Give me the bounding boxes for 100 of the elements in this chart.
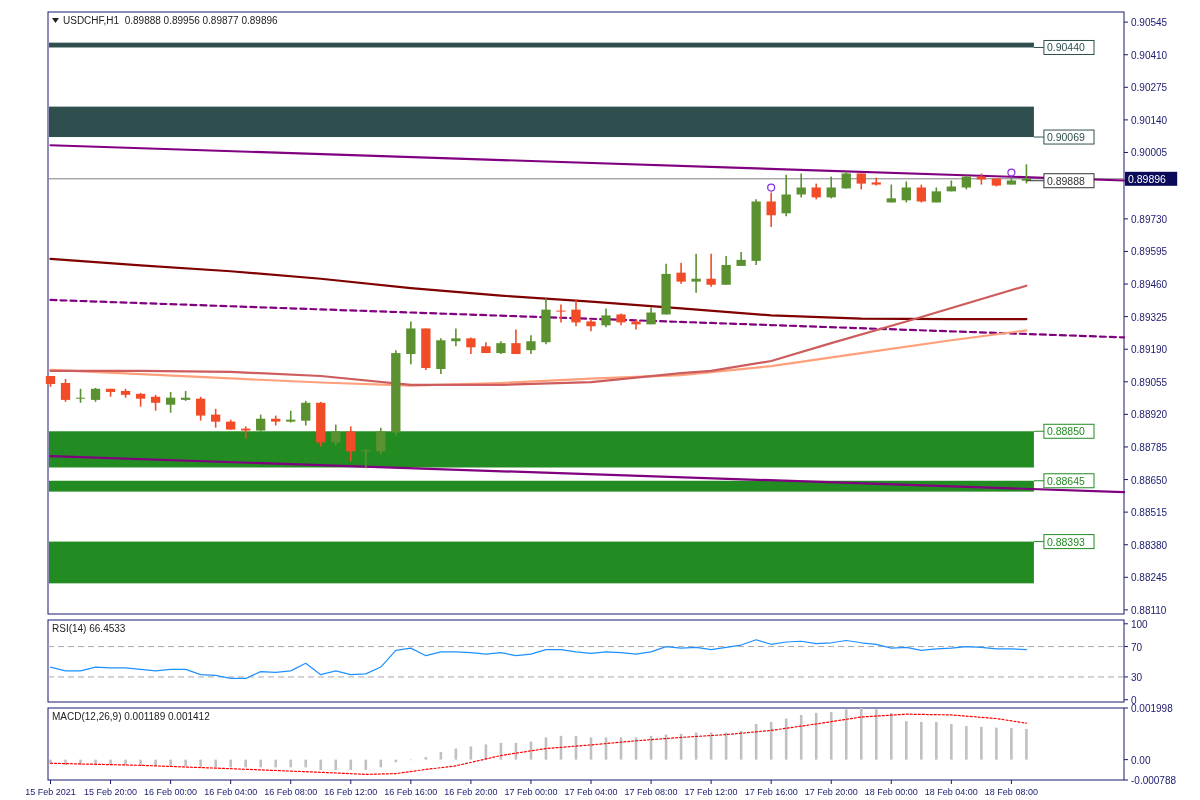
- x-tick-label: 18 Feb 00:00: [864, 787, 918, 797]
- candlestick: [706, 253, 716, 288]
- line-series: [49, 284, 1028, 387]
- bar: [169, 759, 172, 767]
- x-tick-label: 16 Feb 08:00: [264, 787, 318, 797]
- bar: [214, 759, 217, 768]
- y-tick-label: 0.88920: [1131, 409, 1168, 421]
- chart-title: USDCHF,H1 0.89888 0.89956 0.89877 0.89896: [63, 15, 279, 26]
- bar: [950, 723, 953, 760]
- bar: [289, 759, 293, 768]
- band-label: 0.90440: [1046, 41, 1086, 54]
- bar: [844, 709, 848, 760]
- y-tick-label: 0.89730: [1131, 213, 1168, 225]
- line-series: [49, 329, 1028, 387]
- y-tick-label: 0.88785: [1131, 441, 1168, 453]
- bar: [304, 759, 308, 768]
- y-tick-label: 0.89595: [1131, 246, 1168, 258]
- candlestick: [901, 180, 911, 204]
- line-series: [49, 257, 1028, 321]
- x-tick-label: 17 Feb 12:00: [684, 787, 738, 797]
- bar: [334, 759, 338, 770]
- x-tick-label: 17 Feb 04:00: [564, 787, 618, 797]
- y-tick-label: 0.89460: [1131, 279, 1168, 291]
- y-tick-label: 100: [1131, 618, 1149, 630]
- candlestick: [781, 173, 791, 218]
- bar: [814, 712, 818, 760]
- y-tick-label: 0.90140: [1131, 114, 1168, 126]
- bar: [905, 721, 908, 760]
- chart-title: RSI(14) 66.4533: [52, 623, 126, 634]
- y-tick-label: 0.90545: [1131, 17, 1168, 29]
- bar: [935, 721, 938, 760]
- candlestick: [301, 400, 311, 427]
- candlestick: [796, 172, 806, 199]
- y-tick-label: 0.90410: [1131, 49, 1168, 61]
- annotation: 0.89888: [1046, 174, 1086, 187]
- candlestick: [826, 175, 836, 200]
- candlestick: [886, 183, 896, 204]
- band-label: 0.88850: [1046, 425, 1086, 438]
- bar: [980, 726, 983, 760]
- y-tick-label: 0.88110: [1131, 604, 1167, 616]
- x-tick-label: 17 Feb 16:00: [744, 787, 798, 797]
- x-tick-label: 17 Feb 08:00: [624, 787, 678, 797]
- bar: [199, 759, 202, 768]
- x-tick-label: 15 Feb 2021: [25, 787, 76, 797]
- y-tick-label: 0.88650: [1131, 474, 1168, 486]
- bar: [319, 759, 323, 770]
- bar: [184, 759, 187, 767]
- x-tick-label: 15 Feb 20:00: [84, 787, 138, 797]
- bar: [259, 759, 262, 768]
- candlestick: [286, 409, 296, 424]
- y-tick-label: 0: [1131, 694, 1137, 706]
- candlestick: [165, 391, 176, 414]
- candlestick: [676, 261, 686, 285]
- y-tick-label: 0.88245: [1131, 572, 1168, 584]
- candlestick: [691, 253, 701, 294]
- y-tick-label: 0.89190: [1131, 344, 1168, 356]
- x-tick-label: 16 Feb 12:00: [324, 787, 378, 797]
- band-label: 0.88645: [1046, 474, 1086, 487]
- bar: [139, 759, 142, 767]
- y-tick-label: -0.000788: [1131, 775, 1177, 786]
- candlestick: [376, 426, 386, 456]
- y-tick-label: 0.88515: [1131, 507, 1168, 519]
- x-tick-label: 16 Feb 20:00: [444, 787, 498, 797]
- line-series: [49, 639, 1028, 680]
- bar: [889, 713, 893, 760]
- y-tick-label: 0.90275: [1131, 82, 1168, 94]
- bar: [364, 759, 368, 770]
- y-tick-label: 0.001998: [1131, 703, 1174, 714]
- x-tick-label: 16 Feb 16:00: [384, 787, 438, 797]
- y-tick-label: 0.90005: [1131, 147, 1168, 159]
- bar: [874, 709, 878, 760]
- chart-title: MACD(12,26,9) 0.001189 0.001412: [52, 711, 211, 722]
- bar: [274, 759, 278, 768]
- x-tick-label: 17 Feb 00:00: [504, 787, 558, 797]
- band-label: 0.88393: [1046, 535, 1086, 548]
- bar: [859, 708, 863, 760]
- x-tick-label: 16 Feb 00:00: [144, 787, 198, 797]
- bar: [349, 759, 353, 770]
- y-tick-label: 0.89325: [1131, 311, 1168, 323]
- bar: [965, 726, 968, 760]
- candlestick: [60, 378, 71, 403]
- band-label: 0.90069: [1046, 131, 1086, 144]
- candlestick: [195, 395, 206, 422]
- x-tick-label: 17 Feb 20:00: [804, 787, 858, 797]
- candlestick: [361, 448, 371, 470]
- bar: [995, 727, 998, 760]
- candlestick: [601, 307, 611, 329]
- candlestick: [211, 408, 221, 429]
- bar: [1010, 728, 1013, 760]
- bar: [829, 712, 833, 760]
- candlestick: [511, 328, 521, 355]
- x-tick-label: 16 Feb 04:00: [204, 787, 258, 797]
- y-tick-label: 0.88380: [1131, 539, 1168, 551]
- bar: [244, 759, 247, 768]
- ref-line-label: 0.89896: [1128, 172, 1167, 185]
- y-tick-label: 30: [1131, 671, 1143, 683]
- candlestick: [526, 334, 536, 355]
- candlestick: [451, 327, 461, 348]
- bar: [229, 759, 232, 768]
- bar: [799, 714, 803, 760]
